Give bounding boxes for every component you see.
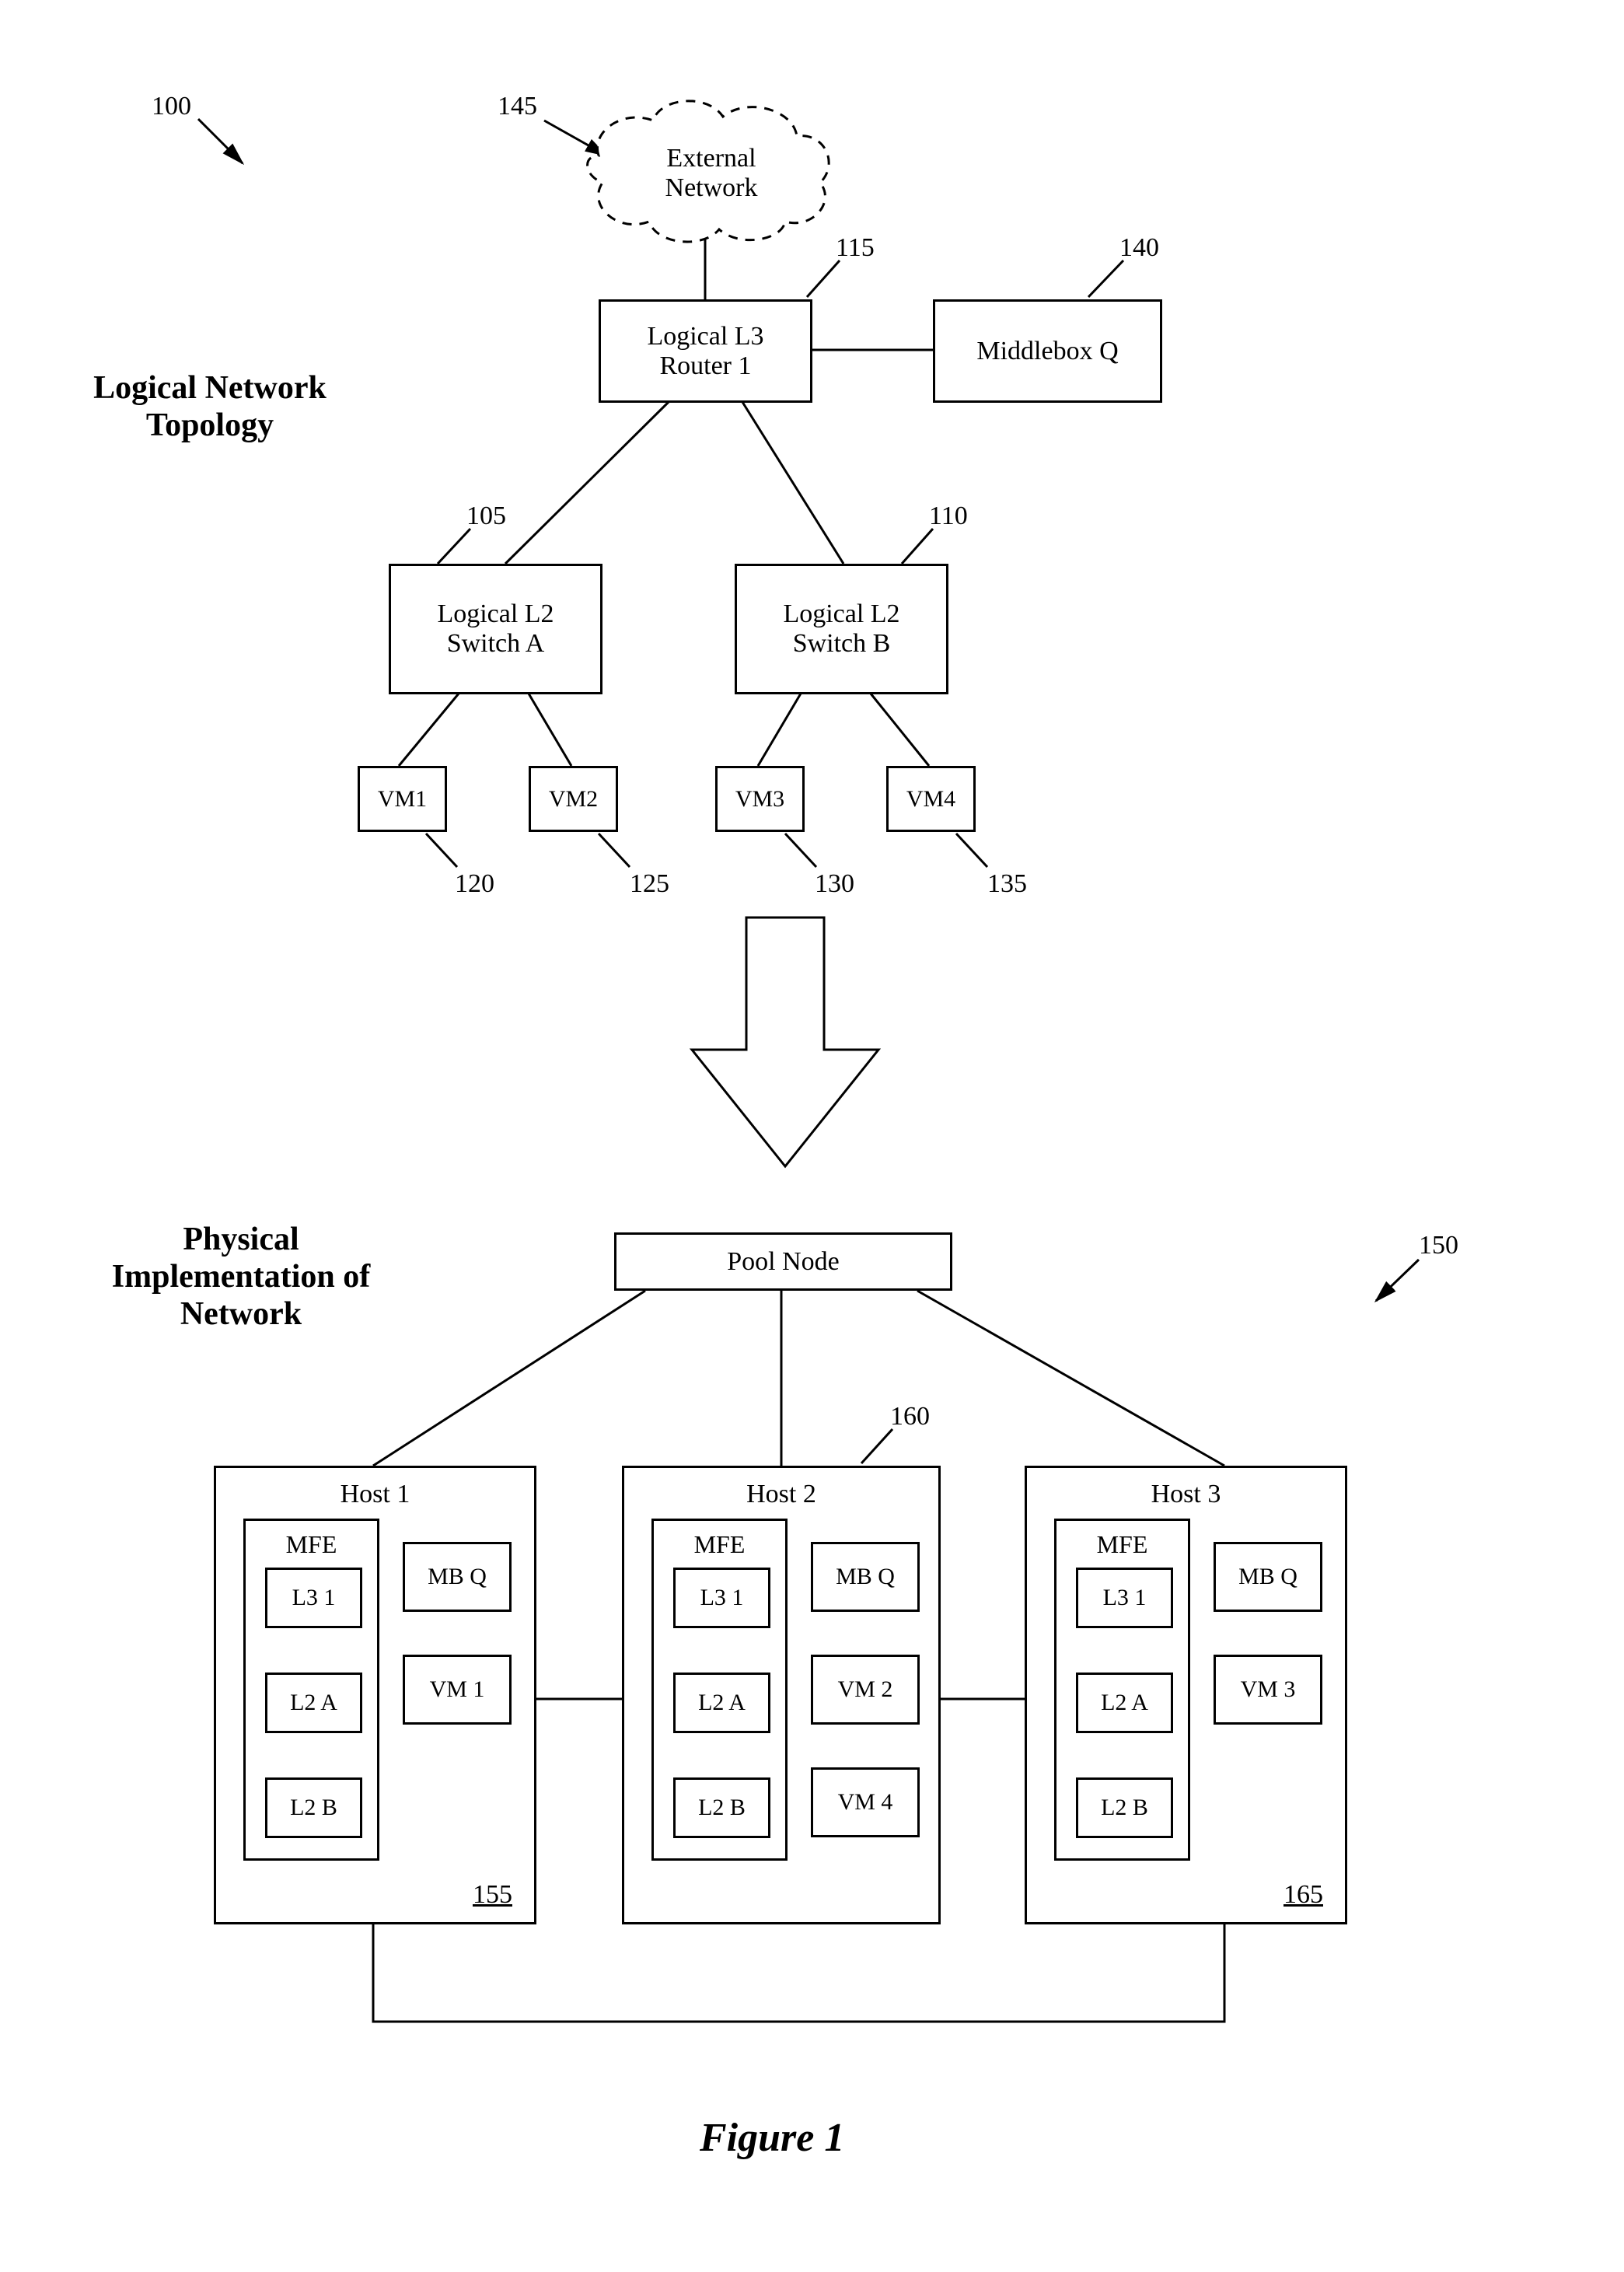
heading-logical: Logical Network Topology	[78, 369, 342, 444]
host-3-ref: 165	[1283, 1880, 1323, 1910]
host-1-ref: 155	[473, 1880, 512, 1910]
middlebox-q-box: Middlebox Q	[933, 299, 1162, 403]
host-2-title: Host 2	[624, 1480, 938, 1509]
host-3-vm3: VM 3	[1214, 1655, 1322, 1725]
ref-160: 160	[890, 1402, 930, 1431]
host-2-mfe-l2-b: L2 B	[673, 1777, 770, 1838]
ref-140: 140	[1119, 233, 1159, 263]
ref-110: 110	[929, 502, 968, 531]
switch-a-box: Logical L2 Switch A	[389, 564, 602, 694]
host-2-mbq: MB Q	[811, 1542, 920, 1612]
host-2-mfe-label: MFE	[654, 1530, 785, 1559]
host-1-mfe: MFE L3 1 L2 A L2 B	[243, 1519, 379, 1861]
host-1-title: Host 1	[216, 1480, 534, 1509]
host-2-mfe-l3-1: L3 1	[673, 1568, 770, 1628]
ref-135: 135	[987, 869, 1027, 899]
vm1-box: VM1	[358, 766, 447, 832]
host-1-mbq: MB Q	[403, 1542, 512, 1612]
figure-title: Figure 1	[700, 2115, 844, 2161]
host-2-container: Host 2 MFE L3 1 L2 A L2 B MB Q VM 2 VM 4	[622, 1466, 941, 1924]
host-2-vm2: VM 2	[811, 1655, 920, 1725]
ref-145: 145	[498, 92, 537, 121]
switch-b-box: Logical L2 Switch B	[735, 564, 948, 694]
host-2-mfe: MFE L3 1 L2 A L2 B	[651, 1519, 788, 1861]
vm2-box: VM2	[529, 766, 618, 832]
vm3-box: VM3	[715, 766, 805, 832]
vm4-box: VM4	[886, 766, 976, 832]
host-3-title: Host 3	[1027, 1480, 1345, 1509]
host-3-mfe-l3-1: L3 1	[1076, 1568, 1173, 1628]
host-3-mfe-l2-a: L2 A	[1076, 1673, 1173, 1733]
host-1-container: Host 1 MFE L3 1 L2 A L2 B MB Q VM 1 155	[214, 1466, 536, 1924]
host-3-mfe-label: MFE	[1056, 1530, 1188, 1559]
host-1-mfe-label: MFE	[246, 1530, 377, 1559]
ref-105: 105	[466, 502, 506, 531]
heading-physical: Physical Implementation of Network	[93, 1221, 389, 1333]
host-3-mfe: MFE L3 1 L2 A L2 B	[1054, 1519, 1190, 1861]
pool-node-box: Pool Node	[614, 1232, 952, 1291]
host-2-mfe-l2-a: L2 A	[673, 1673, 770, 1733]
ref-120: 120	[455, 869, 494, 899]
ref-125: 125	[630, 869, 669, 899]
ref-130: 130	[815, 869, 854, 899]
host-3-container: Host 3 MFE L3 1 L2 A L2 B MB Q VM 3 165	[1025, 1466, 1347, 1924]
host-2-vm4: VM 4	[811, 1767, 920, 1837]
host-1-vm1: VM 1	[403, 1655, 512, 1725]
host-3-mfe-l2-b: L2 B	[1076, 1777, 1173, 1838]
host-1-mfe-l2-a: L2 A	[265, 1673, 362, 1733]
host-1-mfe-l2-b: L2 B	[265, 1777, 362, 1838]
host-1-mfe-l3-1: L3 1	[265, 1568, 362, 1628]
host-3-mbq: MB Q	[1214, 1542, 1322, 1612]
router-1-box: Logical L3 Router 1	[599, 299, 812, 403]
ref-150: 150	[1419, 1231, 1458, 1260]
external-network-label: External Network	[653, 144, 770, 203]
ref-115: 115	[836, 233, 875, 263]
ref-100: 100	[152, 92, 191, 121]
